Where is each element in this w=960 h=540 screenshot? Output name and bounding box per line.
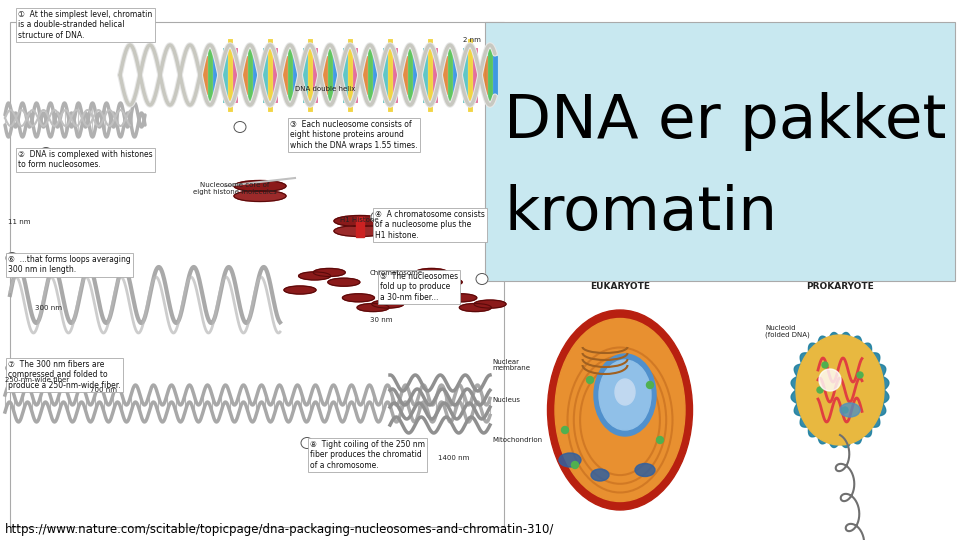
Ellipse shape [416,268,447,276]
Text: ④  A chromatosome consists
of a nucleosome plus the
H1 histone.: ④ A chromatosome consists of a nucleosom… [375,210,485,240]
Ellipse shape [301,437,313,449]
Text: 30 nm: 30 nm [370,317,393,323]
Text: EUKARYOTE: EUKARYOTE [590,282,650,291]
Ellipse shape [299,272,330,280]
Ellipse shape [819,369,841,391]
Ellipse shape [6,362,18,374]
Ellipse shape [635,463,655,476]
Ellipse shape [77,11,89,23]
Text: DNA double helix: DNA double helix [295,86,355,92]
Ellipse shape [571,462,579,469]
Ellipse shape [234,122,246,132]
Text: ②  DNA is complexed with histones
to form nucleosomes.: ② DNA is complexed with histones to form… [18,150,153,170]
Ellipse shape [796,335,884,445]
Ellipse shape [371,212,383,222]
Text: 11 nm: 11 nm [8,219,31,225]
Ellipse shape [594,354,656,436]
Text: ⑦  The 300 nm fibers are
compressed and folded to
produce a 250-nm-wide fiber.: ⑦ The 300 nm fibers are compressed and f… [8,360,121,390]
Text: 700 nm: 700 nm [90,387,117,393]
Ellipse shape [547,310,692,510]
Text: ⑤  The nucleosomes
fold up to produce
a 30-nm fiber...: ⑤ The nucleosomes fold up to produce a 3… [380,272,458,302]
Text: kromatin: kromatin [504,184,778,243]
Ellipse shape [822,362,828,368]
Ellipse shape [591,469,609,481]
Ellipse shape [234,180,286,192]
Text: H1 Histone: H1 Histone [340,217,378,223]
Ellipse shape [555,319,685,502]
Ellipse shape [615,379,635,405]
Ellipse shape [444,294,477,302]
Text: Mitochondrion: Mitochondrion [492,437,542,443]
Ellipse shape [474,300,506,308]
Text: DNA er pakket i: DNA er pakket i [504,92,960,151]
Ellipse shape [284,286,316,294]
Ellipse shape [599,360,651,430]
Ellipse shape [328,278,360,286]
Polygon shape [791,333,889,448]
Ellipse shape [460,303,492,312]
Ellipse shape [476,273,488,285]
Bar [485,22,955,281]
Text: 1400 nm: 1400 nm [438,455,469,461]
Ellipse shape [842,407,848,413]
Bar [356,217,364,237]
Ellipse shape [6,253,18,264]
Ellipse shape [334,226,386,237]
Ellipse shape [646,381,654,388]
Bar [10,22,504,526]
Ellipse shape [562,427,568,434]
Text: Chromatosome: Chromatosome [370,270,423,276]
Text: https://www.nature.com/scitable/topicpage/dna-packaging-nucleosomes-and-chromati: https://www.nature.com/scitable/topicpag… [5,523,554,536]
Ellipse shape [357,303,389,312]
Ellipse shape [40,147,52,159]
Text: PROKARYOTE: PROKARYOTE [806,282,874,291]
Text: ⑥  ...that forms loops averaging
300 nm in length.: ⑥ ...that forms loops averaging 300 nm i… [8,255,131,274]
Ellipse shape [587,376,593,383]
Text: ③  Each nucleosome consists of
eight histone proteins around
which the DNA wraps: ③ Each nucleosome consists of eight hist… [290,120,418,150]
Text: ①  At the simplest level, chromatin
is a double-stranded helical
structure of DN: ① At the simplest level, chromatin is a … [18,10,153,40]
Ellipse shape [343,294,374,302]
Text: Nuclear
membrane: Nuclear membrane [492,359,530,372]
Ellipse shape [857,372,863,378]
Ellipse shape [386,286,419,294]
Ellipse shape [313,268,346,276]
Text: Nucleoid
(folded DNA): Nucleoid (folded DNA) [765,325,809,339]
Ellipse shape [372,300,404,308]
Text: 300 nm: 300 nm [35,305,62,311]
Ellipse shape [559,453,581,467]
Text: 2 nm: 2 nm [463,37,481,43]
Ellipse shape [234,191,286,201]
Ellipse shape [840,403,860,417]
Ellipse shape [334,215,386,226]
Text: ⑧  Tight coiling of the 250 nm
fiber produces the chromatid
of a chromosome.: ⑧ Tight coiling of the 250 nm fiber prod… [310,440,425,470]
Ellipse shape [817,387,823,393]
Ellipse shape [430,278,462,286]
Text: 250-nm-wide fiber: 250-nm-wide fiber [5,377,69,383]
Text: Nucleosome core of
eight histone molecules: Nucleosome core of eight histone molecul… [193,182,276,195]
Ellipse shape [657,436,663,443]
Text: Nucleus: Nucleus [492,397,520,403]
Ellipse shape [401,272,433,280]
